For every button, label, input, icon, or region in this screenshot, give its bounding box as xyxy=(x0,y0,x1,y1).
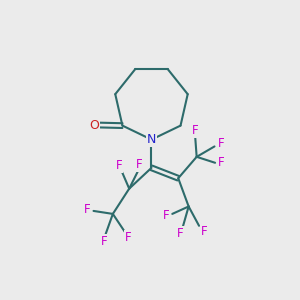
Text: F: F xyxy=(84,203,91,216)
Text: F: F xyxy=(201,225,208,238)
Text: F: F xyxy=(218,137,224,150)
Text: O: O xyxy=(89,118,99,131)
Text: F: F xyxy=(116,159,122,172)
Text: F: F xyxy=(136,158,143,171)
Text: N: N xyxy=(147,133,156,146)
Text: F: F xyxy=(162,209,169,222)
Text: F: F xyxy=(125,231,132,244)
Text: F: F xyxy=(192,124,199,137)
Text: F: F xyxy=(218,156,225,169)
Text: F: F xyxy=(177,227,184,240)
Text: F: F xyxy=(100,235,107,248)
